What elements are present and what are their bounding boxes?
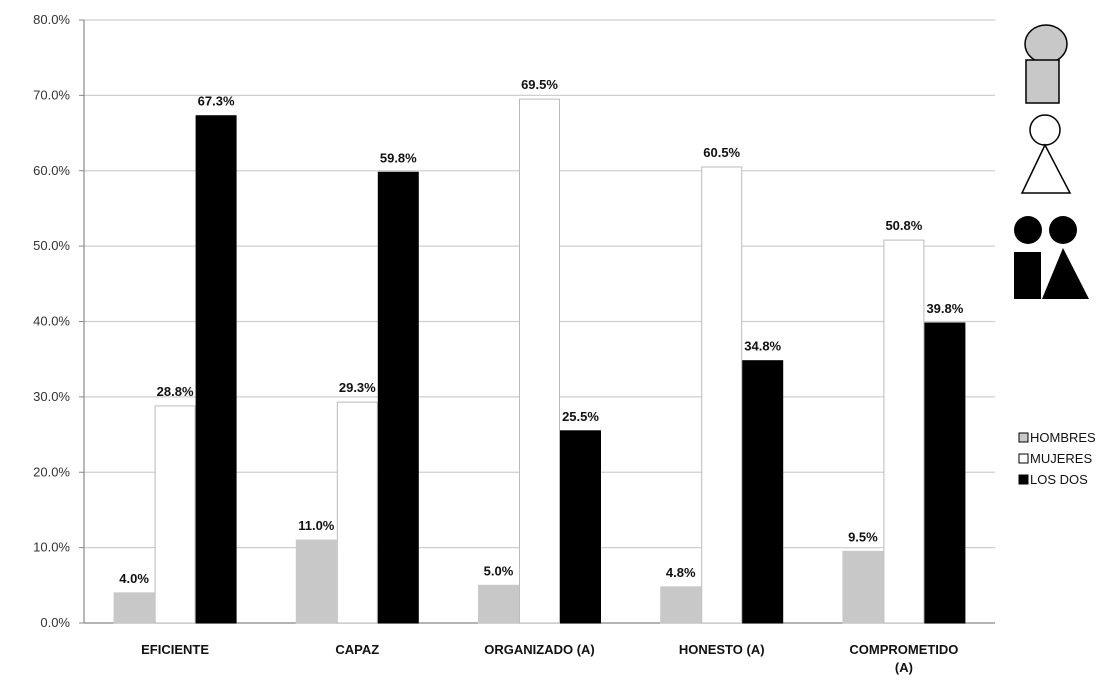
man-figure-icon	[1024, 24, 1068, 104]
data-label: 9.5%	[848, 529, 878, 544]
y-tick-label: 40.0%	[33, 314, 70, 329]
bar-los-dos	[924, 322, 966, 624]
legend-swatch	[1018, 474, 1029, 485]
legend-label: MUJERES	[1030, 451, 1092, 466]
data-label: 4.0%	[119, 571, 149, 586]
bar-hombres	[842, 550, 884, 624]
woman-figure-icon	[1020, 114, 1072, 194]
data-label: 69.5%	[521, 77, 558, 92]
x-category-label: (A)	[895, 660, 913, 675]
legend-label: HOMBRES	[1030, 430, 1096, 445]
data-label: 29.3%	[339, 380, 376, 395]
bar-mujeres	[336, 401, 378, 624]
bar-los-dos	[377, 171, 419, 624]
bar-mujeres	[701, 166, 743, 624]
y-tick-label: 80.0%	[33, 12, 70, 27]
y-tick-label: 70.0%	[33, 87, 70, 102]
x-category-label: CAPAZ	[335, 642, 379, 657]
bar-hombres	[295, 539, 337, 624]
data-label: 34.8%	[744, 339, 781, 354]
x-category-label: COMPROMETIDO	[849, 642, 958, 657]
bar-mujeres	[154, 405, 196, 624]
x-category-label: ORGANIZADO (A)	[484, 642, 595, 657]
legend-swatch	[1018, 453, 1029, 464]
x-category-label: EFICIENTE	[141, 642, 209, 657]
legend-swatch	[1018, 432, 1029, 443]
y-tick-label: 10.0%	[33, 540, 70, 555]
couple-figure-icon	[1014, 216, 1089, 299]
bar-los-dos	[560, 430, 601, 624]
data-label: 60.5%	[703, 145, 740, 160]
y-tick-label: 50.0%	[33, 238, 70, 253]
y-tick-label: 0.0%	[40, 615, 70, 630]
bar-mujeres	[883, 239, 925, 624]
legend: HOMBRES MUJERES LOS DOS	[1018, 430, 1096, 487]
bar-hombres	[113, 592, 155, 624]
bar-mujeres	[519, 98, 560, 624]
data-label: 28.8%	[157, 384, 194, 399]
axes: 0.0% 10.0% 20.0% 30.0% 40.0% 50.0% 60.0% 70.0% 8…	[33, 12, 995, 675]
data-label: 4.8%	[666, 565, 696, 580]
bar-los-dos	[195, 115, 237, 624]
x-category-label: HONESTO (A)	[679, 642, 765, 657]
y-tick-label: 30.0%	[33, 389, 70, 404]
data-label: 25.5%	[562, 409, 599, 424]
data-label: 59.8%	[380, 150, 417, 165]
data-label: 5.0%	[484, 563, 514, 578]
data-label: 39.8%	[926, 301, 963, 316]
y-tick-label: 20.0%	[33, 464, 70, 479]
data-label: 50.8%	[885, 218, 922, 233]
data-labels: 4.0% 28.8% 67.3% 11.0% 29.3% 59.8% 5.0% 69.5% 25…	[119, 77, 963, 586]
legend-label: LOS DOS	[1030, 472, 1088, 487]
bar-los-dos	[742, 360, 784, 624]
data-label: 11.0%	[298, 518, 335, 533]
bar-hombres	[660, 586, 702, 624]
y-tick-label: 60.0%	[33, 163, 70, 178]
data-label: 67.3%	[198, 94, 235, 109]
bars	[113, 98, 966, 624]
bar-hombres	[478, 584, 519, 624]
